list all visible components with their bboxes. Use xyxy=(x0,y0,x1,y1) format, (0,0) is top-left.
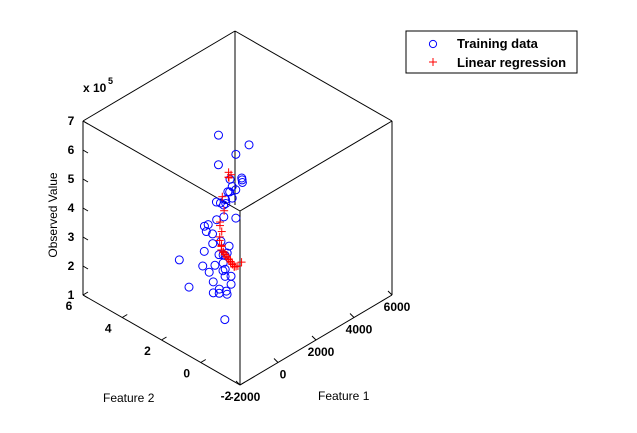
box-edge-Ah-Bh xyxy=(239,120,393,212)
x-tick-label: -2000 xyxy=(230,390,261,404)
training-data-point xyxy=(221,286,231,296)
training-data-point xyxy=(219,200,229,210)
training-data-point xyxy=(244,140,254,150)
training-data-point xyxy=(223,187,233,197)
training-data-point xyxy=(201,227,211,237)
x-tick-label: 2000 xyxy=(308,345,335,359)
training-data-point xyxy=(208,229,218,239)
x-tick-mark xyxy=(311,335,317,341)
y-tick-mark xyxy=(200,359,207,363)
legend-box xyxy=(405,30,578,74)
training-data-point xyxy=(231,149,241,159)
z-tick-mark xyxy=(82,149,89,154)
training-data-point xyxy=(225,187,235,197)
training-data-point xyxy=(174,255,184,265)
regression-point xyxy=(233,261,242,270)
z-tick-label: 5 xyxy=(68,172,75,186)
y-tick-label: -2 xyxy=(221,389,232,403)
training-data-point xyxy=(218,266,228,276)
z-tick-mark xyxy=(82,294,89,299)
x-tick-mark xyxy=(273,358,279,363)
training-data-point xyxy=(220,315,230,325)
y-tick-mark xyxy=(121,314,128,318)
y-tick-label: 2 xyxy=(144,344,151,358)
x-tick-mark xyxy=(387,290,393,296)
training-data-point xyxy=(213,160,223,170)
training-data-point xyxy=(199,246,209,256)
legend: Training data Linear regression xyxy=(405,30,578,74)
y-tick-label: 4 xyxy=(105,322,112,336)
y-tick-mark xyxy=(82,291,89,296)
y-tick-label: 0 xyxy=(183,367,190,381)
x-tick-label: 6000 xyxy=(384,300,411,314)
y-tick-label: 6 xyxy=(66,299,73,313)
legend-label-training: Training data xyxy=(457,36,539,51)
training-data-point xyxy=(208,239,218,249)
z-axis-label: Observed Value xyxy=(46,172,60,257)
training-data-point xyxy=(198,261,208,271)
regression-point xyxy=(215,236,224,245)
box-edge-Ah-Dh xyxy=(82,120,241,212)
training-data-point xyxy=(237,173,247,183)
x-tick-mark xyxy=(235,380,241,386)
training-data-point xyxy=(225,174,235,184)
x-tick-label: 4000 xyxy=(346,323,373,337)
y-tick-mark xyxy=(161,336,167,341)
training-data-point xyxy=(221,195,231,205)
legend-circle-marker xyxy=(428,39,438,49)
z-tick-label: 2 xyxy=(68,259,75,273)
regression-point xyxy=(224,173,233,182)
x-tick-label: 0 xyxy=(280,368,287,382)
z-multiplier: x 10 xyxy=(83,81,107,95)
z-tick-label: 4 xyxy=(68,201,75,215)
regression-point xyxy=(218,192,227,201)
training-data-point xyxy=(220,271,230,281)
z-tick-label: 7 xyxy=(68,114,75,128)
legend-plus-marker xyxy=(429,58,437,66)
training-data-point xyxy=(204,267,214,277)
z-tick-label: 1 xyxy=(68,288,75,302)
z-tick-label: 6 xyxy=(68,143,75,157)
z-tick-mark xyxy=(82,178,89,183)
regression-point xyxy=(237,258,246,267)
box-edge-Bh-Ch xyxy=(234,30,393,122)
z-tick-mark xyxy=(82,236,89,241)
training-data-point xyxy=(226,279,236,289)
training-data-point xyxy=(210,260,220,270)
z-tick-label: 3 xyxy=(68,230,75,244)
regression-point xyxy=(215,221,224,230)
training-data-point xyxy=(214,130,223,140)
training-data-point xyxy=(208,277,218,287)
training-data-point xyxy=(231,213,241,223)
legend-label-regression: Linear regression xyxy=(457,55,566,70)
y-tick-mark xyxy=(239,381,246,386)
training-data-point xyxy=(221,199,231,208)
box-edge-Dh-Ch xyxy=(82,30,236,122)
regression-point xyxy=(220,206,229,215)
x-axis-label: Feature 1 xyxy=(318,389,370,403)
training-data-point xyxy=(203,220,213,230)
x-tick-mark xyxy=(349,313,355,318)
z-tick-mark xyxy=(82,207,89,212)
training-data-point xyxy=(208,288,218,298)
z-exponent: 5 xyxy=(108,76,113,86)
y-axis-label: Feature 2 xyxy=(103,391,155,405)
training-data-point xyxy=(184,282,194,292)
z-tick-mark xyxy=(82,120,89,125)
regression-point xyxy=(217,227,226,236)
training-data-point xyxy=(220,264,230,274)
z-tick-mark xyxy=(82,265,89,270)
training-data-point xyxy=(227,193,237,203)
